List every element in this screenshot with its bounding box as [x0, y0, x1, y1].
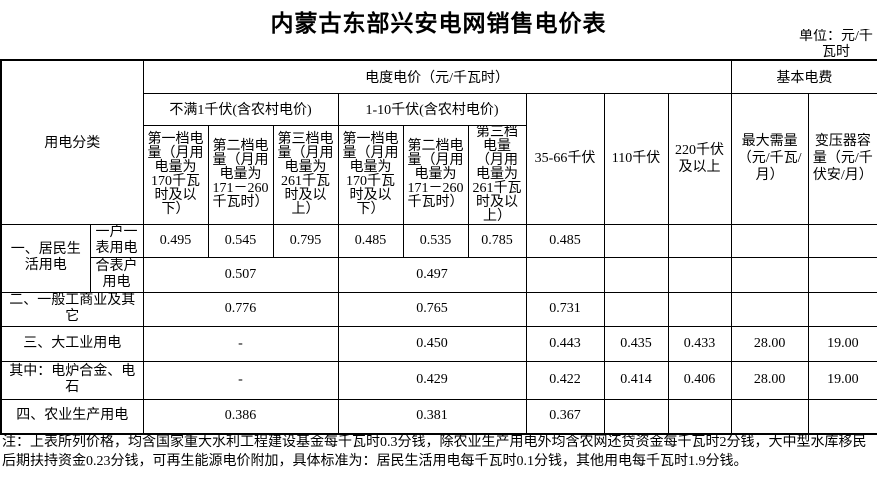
- price-cell-empty: [667, 291, 732, 327]
- price-cell: 0.535: [402, 223, 469, 258]
- price-cell-empty: [807, 223, 877, 258]
- merged-price-cell: 0.765: [337, 291, 527, 327]
- col-header-tier3-1-10kv: 第三档电量（月用电量为261千瓦时及以上）: [467, 124, 527, 225]
- price-cell: 0.795: [272, 223, 339, 258]
- price-cell: 0.367: [525, 398, 605, 435]
- merged-price-cell: 0.497: [337, 256, 527, 293]
- price-cell-empty: [730, 291, 809, 327]
- table-row-large-industry: 三、大工业用电 - 0.450 0.443 0.435 0.433 28.00 …: [0, 325, 877, 362]
- price-cell-empty: [730, 223, 809, 258]
- price-cell-empty: [603, 223, 669, 258]
- price-cell: 0.485: [337, 223, 404, 258]
- table-row-electric-furnace-alloy: 其中：电炉合金、电石 - 0.429 0.422 0.414 0.406 28.…: [0, 360, 877, 400]
- merged-price-cell: -: [142, 325, 339, 362]
- price-cell-empty: [807, 291, 877, 327]
- category-residential: 一、居民生活用电: [0, 223, 91, 293]
- price-cell: 0.785: [467, 223, 527, 258]
- price-cell: 0.433: [667, 325, 732, 362]
- price-cell-empty: [667, 223, 732, 258]
- price-cell: 0.485: [525, 223, 605, 258]
- price-cell: 28.00: [730, 360, 809, 400]
- price-cell-empty: [603, 398, 669, 435]
- col-header-tier1-lt1kv: 第一档电量（月用电量为170千瓦时及以下）: [142, 124, 209, 225]
- group-header-energy-price: 电度电价（元/千瓦时）: [142, 59, 732, 94]
- merged-price-cell: 0.386: [142, 398, 339, 435]
- merged-price-cell: 0.429: [337, 360, 527, 400]
- col-header-110kv: 110千伏: [603, 92, 669, 225]
- price-cell-empty: [730, 398, 809, 435]
- price-cell: 0.545: [207, 223, 274, 258]
- price-cell-empty: [603, 291, 669, 327]
- electricity-price-table: 用电分类 电度电价（元/千瓦时） 基本电费 不满1千伏(含农村电价) 1-10千…: [0, 59, 877, 435]
- col-header-transformer-capacity: 变压器容量（元/千伏安/月）: [807, 92, 877, 225]
- price-cell: 0.495: [142, 223, 209, 258]
- col-header-lt1kv: 不满1千伏(含农村电价): [142, 92, 339, 126]
- price-cell: 0.414: [603, 360, 669, 400]
- category-electric-furnace-alloy: 其中：电炉合金、电石: [0, 360, 144, 400]
- price-cell-empty: [807, 256, 877, 293]
- merged-price-cell: -: [142, 360, 339, 400]
- col-header-220kv: 220千伏及以上: [667, 92, 732, 225]
- table-row-residential-single-meter: 一、居民生活用电 一户一表用电 0.495 0.545 0.795 0.485 …: [0, 223, 877, 293]
- col-header-tier2-lt1kv: 第二档电量（月用电量为171－260千瓦时）: [207, 124, 274, 225]
- price-cell-empty: [667, 398, 732, 435]
- corner-header-usage-category: 用电分类: [0, 59, 144, 225]
- price-cell: 0.422: [525, 360, 605, 400]
- col-header-max-demand: 最大需量（元/千瓦/月）: [730, 92, 809, 225]
- col-header-1-10kv: 1-10千伏(含农村电价): [337, 92, 527, 126]
- unit-label: 单位：元/千瓦时: [799, 29, 873, 59]
- price-cell-empty: [730, 256, 809, 293]
- price-cell-empty: [807, 398, 877, 435]
- price-cell: 0.406: [667, 360, 732, 400]
- col-header-tier3-lt1kv: 第三档电量（月用电量为261千瓦时及以上）: [272, 124, 339, 225]
- table-row-residential-shared-meter: 合表户用电 0.507 0.497: [1, 256, 877, 293]
- price-cell-empty: [525, 256, 605, 293]
- category-large-industry: 三、大工业用电: [0, 325, 144, 362]
- header-row-voltages: 不满1千伏(含农村电价) 1-10千伏(含农村电价) 35-66千伏 110千伏…: [1, 92, 877, 225]
- page-title: 内蒙古东部兴安电网销售电价表: [270, 10, 607, 36]
- group-header-basic-fee: 基本电费: [730, 59, 877, 94]
- price-cell: 28.00: [730, 325, 809, 362]
- price-cell: 19.00: [807, 325, 877, 362]
- subcategory-single-meter: 一户一表用电: [89, 223, 144, 258]
- price-cell-empty: [603, 256, 669, 293]
- footnote: 注：上表所列价格，均含国家重大水利工程建设基金每千瓦时0.3分钱，除农业生产用电…: [2, 435, 867, 469]
- merged-price-cell: 0.381: [337, 398, 527, 435]
- col-header-tier2-1-10kv: 第二档电量（月用电量为171－260千瓦时）: [402, 124, 469, 225]
- col-header-35-66kv: 35-66千伏: [525, 92, 605, 225]
- subcategory-shared-meter: 合表户用电: [89, 256, 144, 293]
- merged-price-cell: 0.507: [142, 256, 339, 293]
- price-cell: 0.731: [525, 291, 605, 327]
- merged-price-cell: 0.776: [142, 291, 339, 327]
- table-row-agricultural-production: 四、农业生产用电 0.386 0.381 0.367: [0, 398, 877, 435]
- col-header-tier1-1-10kv: 第一档电量（月用电量为170千瓦时及以下）: [337, 124, 404, 225]
- price-cell: 19.00: [807, 360, 877, 400]
- price-cell: 0.443: [525, 325, 605, 362]
- category-general-commercial: 二、一般工商业及其它: [0, 291, 144, 327]
- header-row-groups: 用电分类 电度电价（元/千瓦时） 基本电费: [0, 59, 877, 225]
- price-cell-empty: [667, 256, 732, 293]
- merged-price-cell: 0.450: [337, 325, 527, 362]
- table-row-general-commercial: 二、一般工商业及其它 0.776 0.765 0.731: [0, 291, 877, 327]
- price-cell: 0.435: [603, 325, 669, 362]
- category-agricultural-production: 四、农业生产用电: [0, 398, 144, 435]
